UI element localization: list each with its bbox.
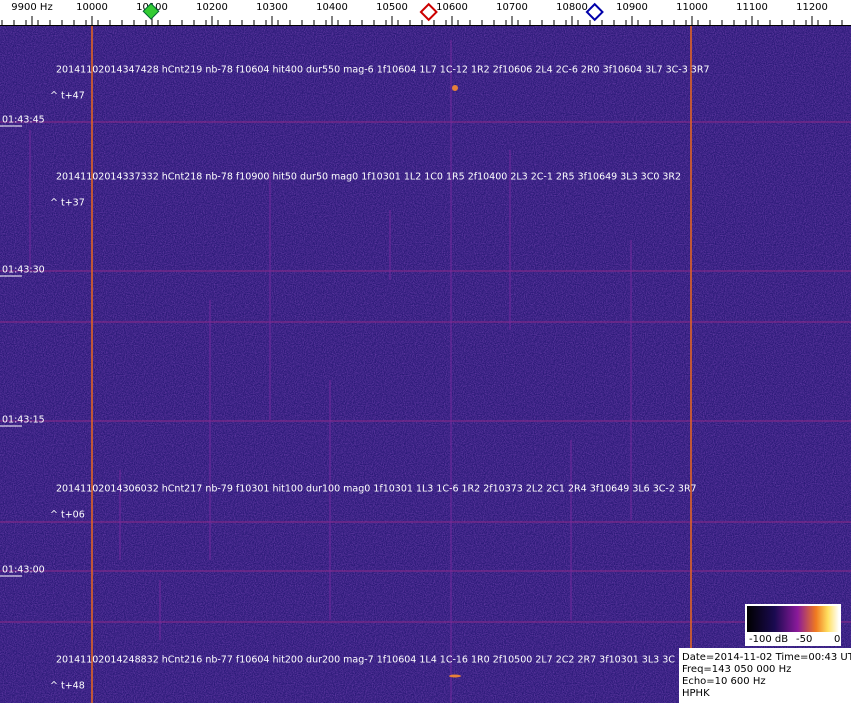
info-line: HPHK bbox=[682, 688, 710, 699]
freq-axis: 9900 Hz100001010010200103001040010500106… bbox=[1, 2, 843, 25]
marker-blue bbox=[585, 2, 604, 22]
freq-label: 10000 bbox=[76, 2, 108, 13]
freq-label: 10700 bbox=[496, 2, 528, 13]
scale-label: -50 bbox=[796, 634, 812, 645]
freq-label: 10600 bbox=[436, 2, 468, 13]
info-box: Date=2014-11-02 Time=00:43 UTC Freq=143 … bbox=[679, 648, 851, 703]
freq-label: 10200 bbox=[196, 2, 228, 13]
time-label: 01:43:15 bbox=[2, 415, 45, 426]
freq-label: 10800 bbox=[556, 2, 588, 13]
detection-text: 20141102014347428 hCnt219 nb-78 f10604 h… bbox=[56, 65, 710, 76]
freq-label: 9900 Hz bbox=[11, 2, 52, 13]
detection-text: 20141102014248832 hCnt216 nb-77 f10604 h… bbox=[56, 655, 675, 666]
detection-offset: ^ t+06 bbox=[50, 510, 85, 521]
detection-text: 20141102014337332 hCnt218 nb-78 f10900 h… bbox=[56, 172, 681, 183]
echo bbox=[452, 85, 458, 91]
freq-label: 10400 bbox=[316, 2, 348, 13]
freq-label: 11200 bbox=[796, 2, 828, 13]
echo bbox=[449, 674, 461, 678]
markers bbox=[142, 2, 604, 22]
detection-offset: ^ t+37 bbox=[50, 198, 85, 209]
detection-text: 20141102014306032 hCnt217 nb-79 f10301 h… bbox=[56, 484, 697, 495]
freq-label: 11000 bbox=[676, 2, 708, 13]
color-scale: -100 dB -50 0 bbox=[745, 604, 841, 646]
detections: 20141102014347428 hCnt219 nb-78 f10604 h… bbox=[50, 65, 710, 692]
waterfall-noise bbox=[0, 26, 851, 703]
info-line: Date=2014-11-02 Time=00:43 UTC bbox=[682, 652, 851, 663]
marker-green bbox=[142, 2, 160, 20]
freq-label: 10300 bbox=[256, 2, 288, 13]
scale-bar bbox=[747, 606, 839, 632]
time-labels: 01:43:45 01:43:30 01:43:15 01:43:00 bbox=[0, 115, 45, 577]
detection-offset: ^ t+47 bbox=[50, 91, 85, 102]
info-line: Freq=143 050 000 Hz bbox=[682, 664, 791, 675]
info-background bbox=[679, 648, 851, 703]
info-line: Echo=10 600 Hz bbox=[682, 676, 766, 687]
marker-red bbox=[419, 2, 438, 22]
scale-label: 0 bbox=[834, 634, 840, 645]
time-label: 01:43:30 bbox=[2, 265, 45, 276]
scale-label: -100 dB bbox=[749, 634, 788, 645]
time-label: 01:43:45 bbox=[2, 115, 45, 126]
detection-offset: ^ t+48 bbox=[50, 681, 85, 692]
streaks bbox=[29, 40, 632, 703]
freq-label: 10500 bbox=[376, 2, 408, 13]
time-label: 01:43:00 bbox=[2, 565, 45, 576]
freq-label: 11100 bbox=[736, 2, 768, 13]
freq-label: 10900 bbox=[616, 2, 648, 13]
time-lines bbox=[0, 121, 851, 623]
